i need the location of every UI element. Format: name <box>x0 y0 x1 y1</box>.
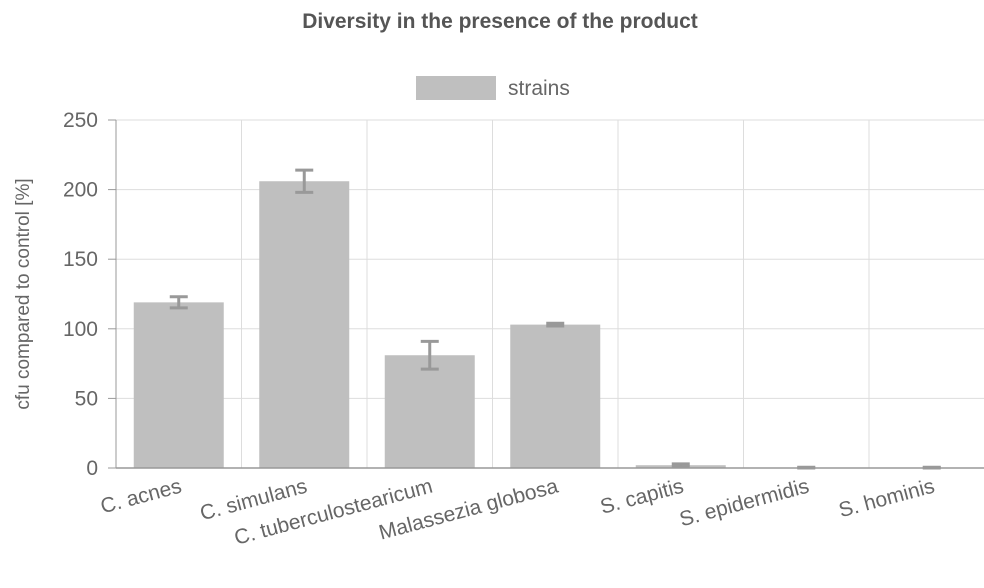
chart-title: Diversity in the presence of the product <box>302 10 698 33</box>
y-tick-label: 0 <box>86 457 98 480</box>
legend: strains <box>416 76 570 100</box>
legend-swatch <box>416 76 496 100</box>
y-tick-labels: 0 50 100 150 200 250 <box>63 109 98 480</box>
axes <box>108 119 984 469</box>
y-tick-label: 150 <box>63 248 98 271</box>
legend-label: strains <box>508 77 570 100</box>
bar <box>384 355 475 468</box>
y-tick-label: 200 <box>63 179 98 202</box>
y-tick-label: 100 <box>63 318 98 341</box>
bar <box>259 181 350 469</box>
x-tick-label: S. hominis <box>836 475 937 523</box>
bar <box>133 302 224 468</box>
x-tick-label: S. capitis <box>598 475 686 519</box>
bar <box>510 324 601 468</box>
y-tick-label: 50 <box>75 387 98 410</box>
x-tick-label: C. acnes <box>98 475 184 519</box>
bars <box>133 181 726 469</box>
x-tick-label: S. epidermidis <box>677 475 811 532</box>
y-axis-label: cfu compared to control [%] <box>13 178 34 409</box>
y-tick-label: 250 <box>63 109 98 132</box>
